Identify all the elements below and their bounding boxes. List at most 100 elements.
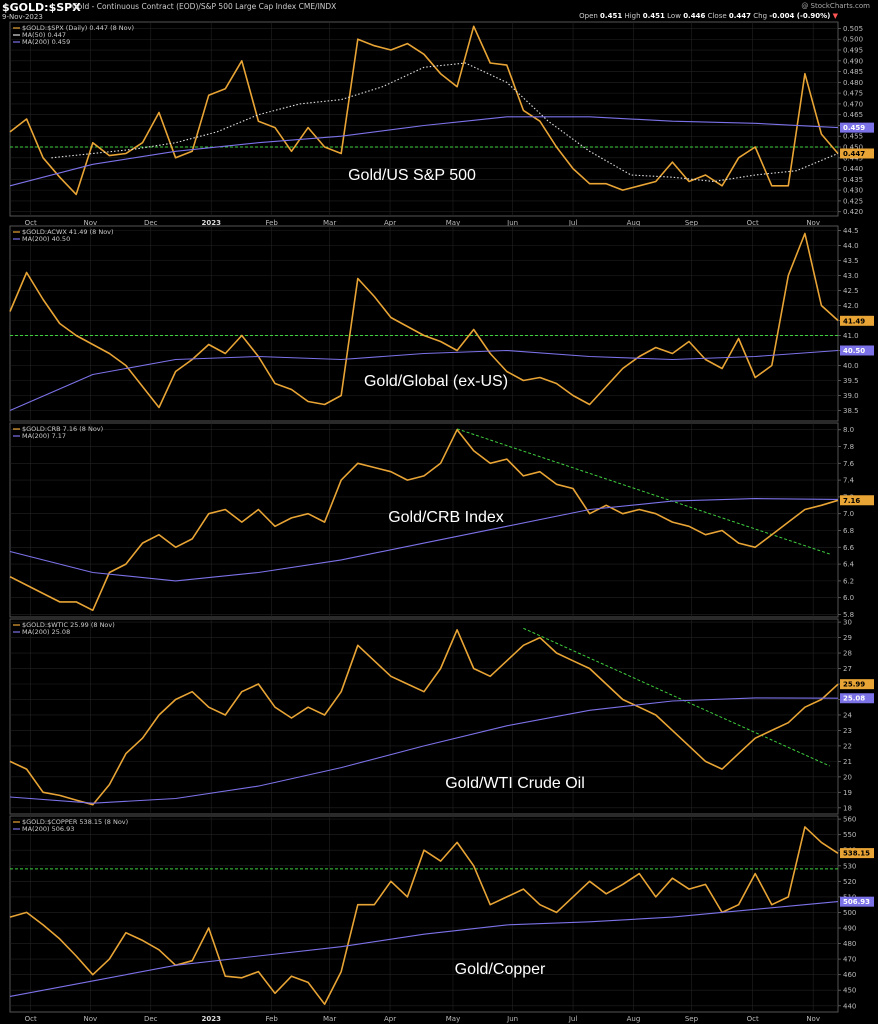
y-tick-label: 0.440 — [843, 165, 863, 173]
price-ratio-line — [9, 826, 839, 1006]
ma200-line — [9, 116, 839, 187]
x-tick-label: Dec — [144, 1015, 158, 1023]
chart-panel-5: 5605505405305205105004904804704604504405… — [9, 815, 874, 1023]
x-tick-label: Jun — [506, 1015, 518, 1023]
y-tick-label: 0.485 — [843, 68, 863, 76]
y-tick-label: 7.0 — [843, 510, 854, 518]
panel-title: Gold/Global (ex-US) — [364, 373, 508, 390]
y-tick-label: 7.8 — [843, 443, 854, 451]
y-tick-label: 460 — [843, 971, 856, 979]
close-label: Close — [707, 12, 727, 20]
y-tick-label: 8.0 — [843, 426, 854, 434]
y-tick-label: 22 — [843, 742, 852, 750]
ma200-line — [9, 901, 839, 997]
legend-entry: $GOLD:ACWX 41.49 (8 Nov) — [22, 228, 114, 236]
y-tick-label: 520 — [843, 878, 856, 886]
ma200-line — [9, 498, 839, 582]
price-ratio-line — [9, 25, 839, 196]
y-tick-label: 0.450 — [843, 144, 863, 152]
x-tick-label: Feb — [265, 1015, 278, 1023]
x-tick-label: May — [446, 219, 460, 227]
chg-value: -0.004 (-0.90%) — [769, 12, 831, 20]
legend-entry: MA(200) 25.08 — [22, 628, 70, 636]
y-tick-label: 23 — [843, 727, 852, 735]
x-tick-label: Oct — [25, 1015, 37, 1023]
legend-entry: $GOLD:$SPX (Daily) 0.447 (8 Nov) — [22, 24, 134, 32]
y-tick-label: 6.8 — [843, 527, 854, 535]
y-tick-label: 6.2 — [843, 577, 854, 585]
x-tick-label: Jul — [568, 1015, 578, 1023]
ma200-line — [9, 697, 839, 804]
low-value: 0.446 — [683, 12, 706, 20]
value-tag — [840, 122, 874, 133]
x-tick-label: Apr — [384, 219, 396, 227]
x-tick-label: Sep — [685, 1015, 699, 1023]
value-tag-label: 25.08 — [843, 695, 865, 703]
symbol-title: $GOLD:$SPX — [2, 1, 81, 14]
downtrend-line — [456, 428, 830, 555]
panel-frame — [9, 618, 839, 815]
x-tick-label: Nov — [83, 1015, 97, 1023]
value-tag-label: 538.15 — [843, 850, 870, 858]
x-tick-label: Nov — [83, 219, 97, 227]
panel-title: Gold/Copper — [455, 961, 546, 978]
y-tick-label: 28 — [843, 650, 852, 658]
x-tick-label: Nov — [806, 219, 820, 227]
price-ratio-line — [9, 232, 839, 409]
value-tag — [840, 896, 874, 907]
x-tick-label: 2023 — [201, 1015, 221, 1023]
value-tag-label: 0.459 — [843, 124, 865, 132]
x-tick-label: Oct — [747, 219, 759, 227]
y-tick-label: 480 — [843, 940, 856, 948]
price-ratio-line — [9, 628, 839, 806]
low-label: Low — [667, 12, 681, 20]
x-tick-label: Jul — [568, 219, 578, 227]
x-tick-label: Apr — [384, 1015, 396, 1023]
y-tick-label: 450 — [843, 987, 856, 995]
y-tick-label: 440 — [843, 1002, 856, 1010]
x-tick-label: Aug — [627, 219, 641, 227]
value-tag-label: 40.50 — [843, 347, 865, 355]
y-tick-label: 0.420 — [843, 208, 863, 216]
value-tag — [840, 679, 874, 690]
high-label: High — [624, 12, 641, 20]
value-tag-label: 25.99 — [843, 681, 865, 689]
y-tick-label: 20 — [843, 773, 852, 781]
x-tick-label: Sep — [685, 219, 699, 227]
value-tag-label: 41.49 — [843, 317, 865, 325]
y-tick-label: 550 — [843, 831, 856, 839]
y-tick-label: 43.5 — [843, 257, 859, 265]
y-tick-label: 18 — [843, 804, 852, 812]
value-tag — [840, 693, 874, 704]
y-tick-label: 19 — [843, 789, 852, 797]
y-tick-label: 0.500 — [843, 36, 863, 44]
panel-frame — [9, 21, 839, 217]
chart-header: $GOLD:$SPX Gold - Continuous Contract (E… — [0, 0, 878, 22]
legend-entry: $GOLD:$COPPER 538.15 (8 Nov) — [22, 818, 128, 826]
x-tick-label: Mar — [323, 1015, 336, 1023]
y-tick-label: 44.0 — [843, 242, 859, 250]
panel-frame — [9, 815, 839, 1013]
panel-title: Gold/WTI Crude Oil — [445, 775, 585, 792]
panel-frame — [9, 422, 839, 618]
x-tick-label: 2023 — [201, 219, 221, 227]
x-tick-label: Dec — [144, 219, 158, 227]
y-tick-label: 470 — [843, 956, 856, 964]
y-tick-label: 40.0 — [843, 362, 859, 370]
y-tick-label: 39.0 — [843, 392, 859, 400]
chart-description: Gold - Continuous Contract (EOD)/S&P 500… — [72, 2, 337, 11]
y-tick-label: 41.0 — [843, 332, 859, 340]
y-tick-label: 0.465 — [843, 111, 863, 119]
y-tick-label: 0.480 — [843, 79, 863, 87]
y-tick-label: 7.4 — [843, 477, 855, 485]
high-value: 0.451 — [642, 12, 665, 20]
y-tick-label: 5.8 — [843, 611, 854, 619]
y-tick-label: 0.430 — [843, 187, 863, 195]
y-tick-label: 6.4 — [843, 561, 855, 569]
y-tick-label: 21 — [843, 758, 852, 766]
chg-label: Chg — [753, 12, 768, 20]
value-tag-label: 506.93 — [843, 898, 870, 906]
chart-date: 9-Nov-2023 — [2, 13, 43, 21]
legend-entry: $GOLD:CRB 7.16 (8 Nov) — [22, 425, 103, 433]
